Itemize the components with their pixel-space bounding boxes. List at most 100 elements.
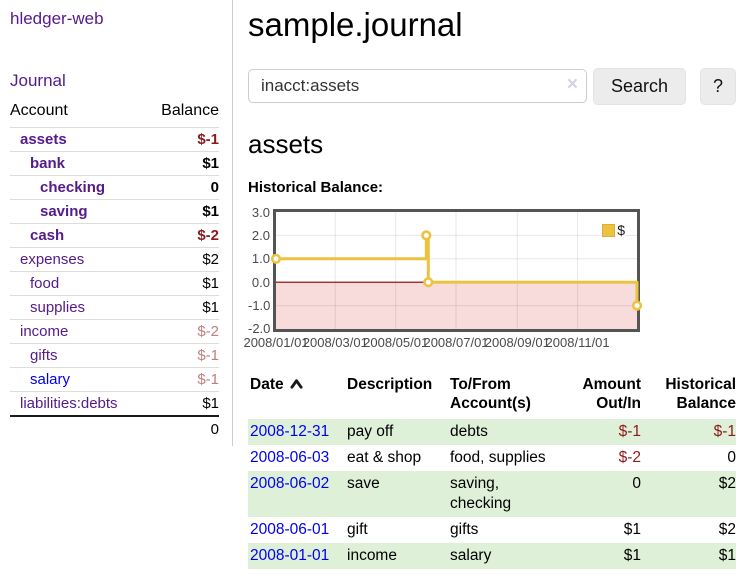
transaction-amount: $-2 <box>618 449 641 466</box>
account-balance: $1 <box>145 271 219 296</box>
account-row: expenses $2 <box>10 247 219 272</box>
transaction-date-link[interactable]: 2008-06-03 <box>250 449 330 466</box>
register-header-description[interactable]: Description <box>347 376 433 393</box>
account-page-title: assets <box>248 129 324 159</box>
account-link-salary[interactable]: salary <box>30 371 71 388</box>
transaction-balance: $2 <box>718 521 736 538</box>
account-balance: $2 <box>145 247 219 272</box>
transaction-description: income <box>347 547 397 564</box>
chart-plot-area[interactable]: $ <box>270 209 643 332</box>
search-input[interactable] <box>248 69 587 103</box>
account-balance: $-1 <box>145 127 219 152</box>
transaction-amount: $1 <box>623 547 641 564</box>
x-tick-label: 2008/05/01 <box>363 335 429 350</box>
register-table: Date Description To/From Account(s) Amou… <box>248 373 736 569</box>
account-link-expenses[interactable]: expenses <box>20 251 85 268</box>
account-balance: $-2 <box>145 223 219 248</box>
transaction-date-link[interactable]: 2008-12-31 <box>250 423 330 440</box>
transaction-description: eat & shop <box>347 449 422 466</box>
search-form: × Search ? <box>248 67 736 105</box>
account-link-food[interactable]: food <box>30 275 60 292</box>
x-tick-label: 2008/01/01 <box>243 335 309 350</box>
transaction-description: gift <box>347 521 368 538</box>
accounts-total-value: 0 <box>145 415 219 441</box>
legend-swatch-icon <box>602 223 616 237</box>
account-row: gifts $-1 <box>10 343 219 368</box>
sidebar: hledger-web Journal Account Balance asse… <box>0 0 233 446</box>
negative-region <box>276 282 637 329</box>
transaction-accounts: saving, checking <box>450 475 512 512</box>
accounts-total-row: 0 <box>10 415 219 441</box>
account-balance: $-1 <box>145 367 219 392</box>
legend-label: $ <box>617 222 625 238</box>
register-header-amount[interactable]: Amount Out/In <box>582 376 641 412</box>
y-tick-label: -1.0 <box>248 298 271 313</box>
account-balance: $1 <box>145 151 219 176</box>
account-link-checking[interactable]: checking <box>40 179 106 196</box>
transaction-date-link[interactable]: 2008-06-02 <box>250 475 330 492</box>
main-content: sample.journal × Search ? assets Histori… <box>243 0 736 569</box>
balance-series-line <box>270 230 643 311</box>
register-row: 2008-06-03 eat & shop food, supplies $-2… <box>248 445 736 471</box>
account-link-supplies[interactable]: supplies <box>30 299 86 316</box>
account-row: income $-2 <box>10 319 219 344</box>
transaction-accounts: debts <box>450 423 488 440</box>
account-link-cash[interactable]: cash <box>30 227 65 244</box>
data-point-markers <box>270 230 643 311</box>
y-tick-label: -2.0 <box>248 321 271 336</box>
y-tick-label: 0.0 <box>251 275 270 290</box>
account-row: checking 0 <box>10 175 219 200</box>
register-header-date-label: Date <box>250 376 284 393</box>
account-balance: $1 <box>145 391 219 416</box>
account-link-saving[interactable]: saving <box>40 203 88 220</box>
account-row: assets $-1 <box>10 127 219 152</box>
x-tick-label: 2008/11/01 <box>545 335 610 350</box>
sort-ascending-icon <box>290 375 303 394</box>
chart-legend: $ <box>601 221 626 239</box>
account-balance: 0 <box>145 175 219 200</box>
account-link-bank[interactable]: bank <box>30 155 66 172</box>
transaction-balance: $2 <box>718 475 736 492</box>
account-row: liabilities:debts $1 <box>10 391 219 416</box>
account-row: salary $-1 <box>10 367 219 392</box>
historical-balance-chart: 3.0 2.0 1.0 0.0 -1.0 -2.0 <box>243 205 643 351</box>
transaction-amount: $1 <box>623 521 641 538</box>
register-header-date[interactable]: Date <box>248 373 345 419</box>
transaction-description: pay off <box>347 423 394 440</box>
register-row: 2008-06-01 gift gifts $1 $2 <box>248 517 736 543</box>
y-tick-label: 3.0 <box>251 205 270 220</box>
register-header-accounts[interactable]: To/From Account(s) <box>450 376 531 412</box>
transaction-date-link[interactable]: 2008-01-01 <box>250 547 330 564</box>
account-balance: $-2 <box>145 319 219 344</box>
accounts-header-account: Account <box>10 102 68 119</box>
account-link-income[interactable]: income <box>20 323 69 340</box>
accounts-table: Account Balance assets $-1 bank $1 check… <box>10 98 219 441</box>
account-link-assets[interactable]: assets <box>20 131 67 148</box>
help-button[interactable]: ? <box>699 67 736 105</box>
sidebar-item-journal[interactable]: Journal <box>10 71 66 90</box>
account-row: bank $1 <box>10 151 219 176</box>
account-link-gifts[interactable]: gifts <box>30 347 58 364</box>
app-brand-link[interactable]: hledger-web <box>10 9 104 28</box>
page-title: sample.journal <box>248 6 463 43</box>
y-tick-label: 1.0 <box>251 251 270 266</box>
clear-search-icon[interactable]: × <box>566 74 578 95</box>
transaction-accounts: food, supplies <box>450 449 546 466</box>
transaction-balance: $1 <box>718 547 736 564</box>
account-row: food $1 <box>10 271 219 296</box>
account-row: cash $-2 <box>10 223 219 248</box>
x-tick-label: 2008/07/01 <box>423 335 489 350</box>
x-tick-label: 2008/09/01 <box>484 335 550 350</box>
account-row: supplies $1 <box>10 295 219 320</box>
search-button[interactable]: Search <box>592 67 686 105</box>
transaction-accounts: salary <box>450 547 492 564</box>
transaction-balance: 0 <box>727 449 736 466</box>
register-row: 2008-06-02 save saving, checking 0 $2 <box>248 471 736 517</box>
account-link-liabilities-debts[interactable]: liabilities:debts <box>20 395 118 412</box>
chart-title: Historical Balance: <box>248 179 384 196</box>
transaction-date-link[interactable]: 2008-06-01 <box>250 521 330 538</box>
account-row: saving $1 <box>10 199 219 224</box>
register-row: 2008-01-01 income salary $1 $1 <box>248 543 736 569</box>
register-header-balance[interactable]: Historical Balance <box>665 376 736 412</box>
register-row: 2008-12-31 pay off debts $-1 $-1 <box>248 419 736 445</box>
